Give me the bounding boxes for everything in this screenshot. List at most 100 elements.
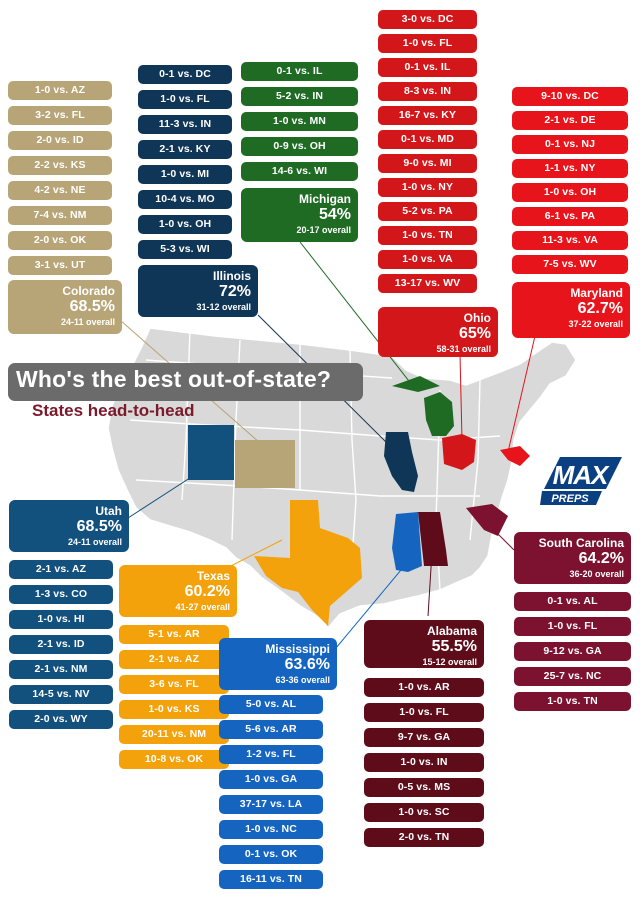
ohio-record: 1-0 vs. VA bbox=[378, 250, 477, 269]
alabama-record: 0-5 vs. MS bbox=[364, 778, 484, 797]
alabama-summary-card: Alabama 55.5% 15-12 overall bbox=[364, 620, 484, 668]
utah-record: 14-5 vs. NV bbox=[9, 685, 113, 704]
mississippi-record: 37-17 vs. LA bbox=[219, 795, 323, 814]
mississippi-record: 5-6 vs. AR bbox=[219, 720, 323, 739]
maryland-record: 11-3 vs. VA bbox=[512, 231, 628, 250]
utah-win-pct: 68.5% bbox=[76, 518, 122, 535]
map-state-alabama bbox=[418, 512, 448, 566]
alabama-win-pct: 55.5% bbox=[431, 638, 477, 655]
south-carolina-state-name: South Carolina bbox=[538, 536, 624, 550]
utah-record: 2-1 vs. ID bbox=[9, 635, 113, 654]
ohio-record: 0-1 vs. MD bbox=[378, 130, 477, 149]
map-state-texas bbox=[254, 500, 362, 626]
utah-record: 2-0 vs. WY bbox=[9, 710, 113, 729]
mississippi-record: 1-0 vs. GA bbox=[219, 770, 323, 789]
ohio-record: 1-0 vs. TN bbox=[378, 226, 477, 245]
mississippi-record: 16-11 vs. TN bbox=[219, 870, 323, 889]
maryland-record: 0-1 vs. NJ bbox=[512, 135, 628, 154]
alabama-overall-record: 15-12 overall bbox=[422, 657, 477, 667]
colorado-state-name: Colorado bbox=[62, 284, 115, 298]
michigan-win-pct: 54% bbox=[318, 206, 351, 223]
maryland-summary-card: Maryland 62.7% 37-22 overall bbox=[512, 282, 630, 338]
maryland-record: 6-1 vs. PA bbox=[512, 207, 628, 226]
south-carolina-record: 1-0 vs. FL bbox=[514, 617, 631, 636]
illinois-record: 1-0 vs. MI bbox=[138, 165, 232, 184]
us-map-outline bbox=[107, 327, 577, 630]
mississippi-state-name: Mississippi bbox=[265, 642, 330, 656]
south-carolina-record: 1-0 vs. TN bbox=[514, 692, 631, 711]
texas-record: 5-1 vs. AR bbox=[119, 625, 229, 644]
maryland-record: 2-1 vs. DE bbox=[512, 111, 628, 130]
illinois-state-name: Illinois bbox=[212, 269, 251, 283]
colorado-record: 3-2 vs. FL bbox=[8, 106, 112, 125]
michigan-overall-record: 20-17 overall bbox=[296, 225, 351, 235]
texas-record: 10-8 vs. OK bbox=[119, 750, 229, 769]
texas-state-name: Texas bbox=[196, 569, 230, 583]
ohio-record: 3-0 vs. DC bbox=[378, 10, 477, 29]
illinois-record: 1-0 vs. OH bbox=[138, 215, 232, 234]
michigan-record: 0-9 vs. OH bbox=[241, 137, 358, 156]
ohio-record: 0-1 vs. IL bbox=[378, 58, 477, 77]
south-carolina-overall-record: 36-20 overall bbox=[569, 569, 624, 579]
colorado-overall-record: 24-11 overall bbox=[60, 317, 115, 327]
colorado-summary-card: Colorado 68.5% 24-11 overall bbox=[8, 280, 122, 334]
page-subtitle: States head-to-head bbox=[32, 401, 195, 420]
utah-overall-record: 24-11 overall bbox=[67, 537, 122, 547]
illinois-summary-card: Illinois 72% 31-12 overall bbox=[138, 265, 258, 317]
maryland-record: 1-0 vs. OH bbox=[512, 183, 628, 202]
ohio-overall-record: 58-31 overall bbox=[436, 344, 491, 354]
maryland-record: 7-5 vs. WV bbox=[512, 255, 628, 274]
mississippi-record: 1-0 vs. NC bbox=[219, 820, 323, 839]
illinois-overall-record: 31-12 overall bbox=[196, 302, 251, 312]
maryland-state-name: Maryland bbox=[570, 286, 623, 300]
utah-record: 2-1 vs. AZ bbox=[9, 560, 113, 579]
map-state-maryland bbox=[500, 446, 530, 466]
alabama-record: 2-0 vs. TN bbox=[364, 828, 484, 847]
maxpreps-logo: MAX PREPS bbox=[540, 457, 622, 505]
map-state-south-carolina bbox=[466, 504, 508, 536]
utah-record: 1-0 vs. HI bbox=[9, 610, 113, 629]
utah-record: 1-3 vs. CO bbox=[9, 585, 113, 604]
title-banner bbox=[8, 363, 363, 401]
alabama-record: 9-7 vs. GA bbox=[364, 728, 484, 747]
maryland-overall-record: 37-22 overall bbox=[568, 319, 623, 329]
texas-record: 2-1 vs. AZ bbox=[119, 650, 229, 669]
michigan-state-name: Michigan bbox=[298, 192, 351, 206]
mississippi-record: 0-1 vs. OK bbox=[219, 845, 323, 864]
colorado-record: 2-0 vs. OK bbox=[8, 231, 112, 250]
michigan-record: 0-1 vs. IL bbox=[241, 62, 358, 81]
ohio-record: 16-7 vs. KY bbox=[378, 106, 477, 125]
south-carolina-summary-card: South Carolina 64.2% 36-20 overall bbox=[514, 532, 631, 584]
ohio-state-name: Ohio bbox=[463, 311, 491, 325]
colorado-record: 4-2 vs. NE bbox=[8, 181, 112, 200]
colorado-record: 2-0 vs. ID bbox=[8, 131, 112, 150]
colorado-record: 1-0 vs. AZ bbox=[8, 81, 112, 100]
mississippi-record: 5-0 vs. AL bbox=[219, 695, 323, 714]
colorado-win-pct: 68.5% bbox=[69, 298, 115, 315]
texas-record: 1-0 vs. KS bbox=[119, 700, 229, 719]
south-carolina-record: 25-7 vs. NC bbox=[514, 667, 631, 686]
utah-summary-card: Utah 68.5% 24-11 overall bbox=[9, 500, 129, 552]
illinois-record: 10-4 vs. MO bbox=[138, 190, 232, 209]
mississippi-summary-card: Mississippi 63.6% 63-36 overall bbox=[219, 638, 337, 690]
ohio-win-pct: 65% bbox=[458, 325, 491, 342]
map-state-ohio bbox=[442, 434, 476, 470]
map-state-mississippi bbox=[392, 512, 422, 572]
alabama-record: 1-0 vs. FL bbox=[364, 703, 484, 722]
mississippi-win-pct: 63.6% bbox=[284, 656, 330, 673]
map-state-illinois bbox=[384, 432, 418, 492]
utah-record: 2-1 vs. NM bbox=[9, 660, 113, 679]
south-carolina-win-pct: 64.2% bbox=[578, 550, 624, 567]
illinois-record: 1-0 vs. FL bbox=[138, 90, 232, 109]
texas-win-pct: 60.2% bbox=[184, 583, 230, 600]
colorado-record: 2-2 vs. KS bbox=[8, 156, 112, 175]
utah-state-name: Utah bbox=[95, 504, 122, 518]
illinois-record: 0-1 vs. DC bbox=[138, 65, 232, 84]
colorado-record: 7-4 vs. NM bbox=[8, 206, 112, 225]
maryland-record: 9-10 vs. DC bbox=[512, 87, 628, 106]
alabama-record: 1-0 vs. AR bbox=[364, 678, 484, 697]
michigan-record: 14-6 vs. WI bbox=[241, 162, 358, 181]
illinois-record: 11-3 vs. IN bbox=[138, 115, 232, 134]
ohio-record: 9-0 vs. MI bbox=[378, 154, 477, 173]
